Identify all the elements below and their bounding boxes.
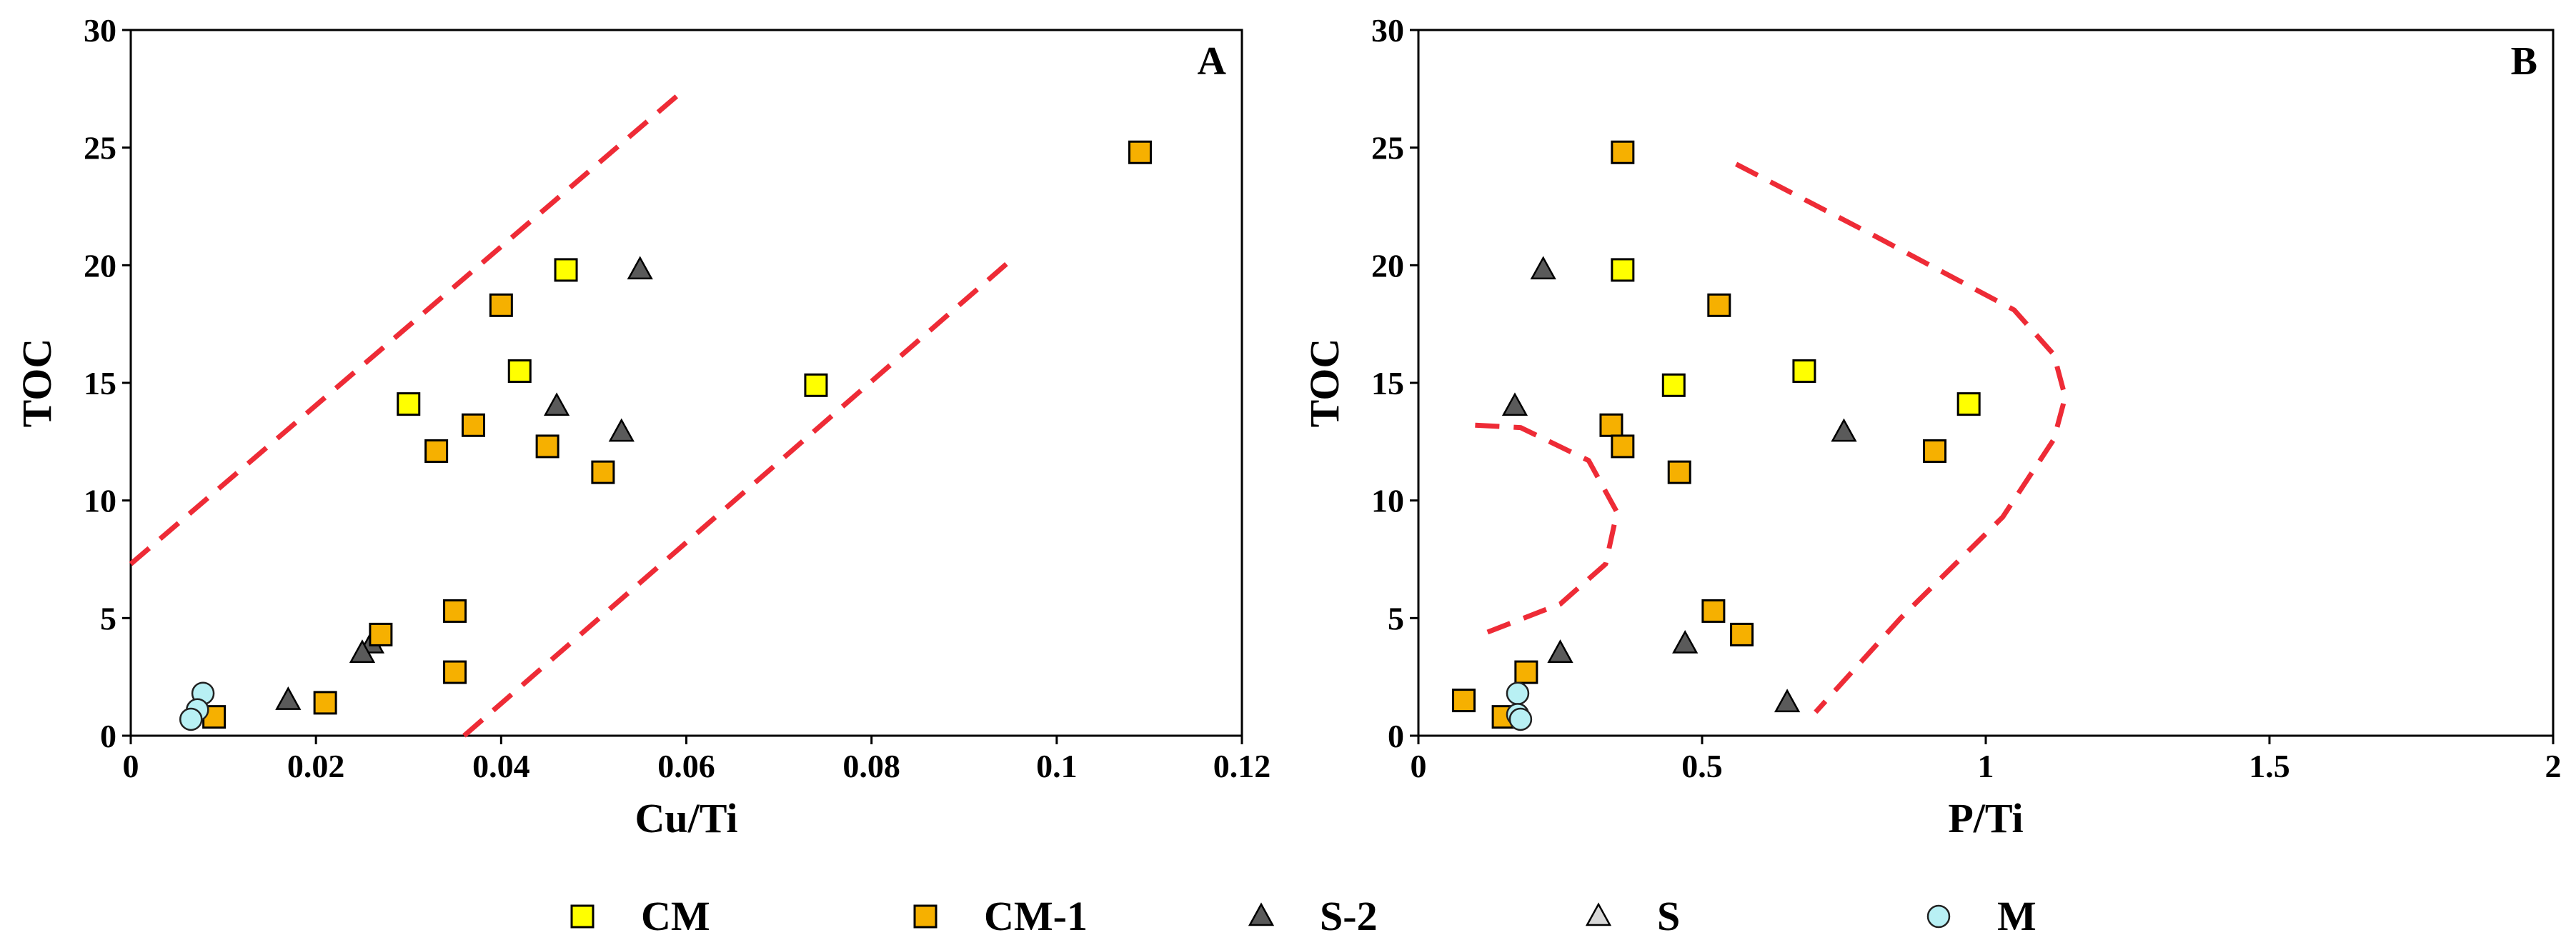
x-tick-label: 0.5 <box>1681 748 1723 784</box>
x-tick-label: 0.1 <box>1036 748 1078 784</box>
point-s-2 <box>1501 392 1528 416</box>
y-tick-label: 5 <box>1388 600 1404 636</box>
point-cm <box>1792 359 1816 384</box>
point-cm-1 <box>443 599 467 623</box>
point-cm-1 <box>1701 599 1726 623</box>
point-cm <box>1956 392 1981 416</box>
plot-frame <box>1417 29 2555 737</box>
point-cm-1 <box>1923 439 1947 464</box>
y-axis-title: TOC <box>14 339 60 428</box>
x-tick-label: 0 <box>123 748 139 784</box>
point-cm-1 <box>313 691 337 715</box>
panel-a: 0 5 10 15 20 25 30 0 0.02 0.04 0.06 0.08 0.1 0.12 Cu/T… <box>14 12 1270 841</box>
legend-marker-m <box>1926 904 1951 929</box>
point-s-2 <box>1530 256 1556 280</box>
y-tick-label: 0 <box>1388 718 1404 754</box>
x-tick-label: 0.04 <box>472 748 530 784</box>
x-axis-title: P/Ti <box>1948 795 2023 841</box>
point-cm <box>1611 258 1635 282</box>
x-tick-label: 0.08 <box>842 748 900 784</box>
panel-b: 0 5 10 15 20 25 30 0 0.5 1 1.5 2 P/Ti TOC B <box>1301 12 2562 841</box>
legend-marker-cm <box>570 904 595 929</box>
point-cm-1 <box>1514 660 1538 684</box>
point-cm-1 <box>1599 413 1623 437</box>
point-cm <box>507 359 532 384</box>
point-cm-1 <box>424 439 449 464</box>
y-tick-label: 10 <box>84 483 116 519</box>
point-cm-1 <box>1667 460 1691 484</box>
plot-frame <box>129 29 1243 737</box>
y-tick-label: 30 <box>84 12 116 49</box>
panel-label: A <box>1198 39 1227 84</box>
point-cm-1 <box>1452 689 1476 713</box>
boundary-curve-1 <box>129 94 679 566</box>
point-m <box>1506 681 1530 705</box>
x-tick-label: 0.02 <box>287 748 345 784</box>
y-tick-label: 25 <box>1371 130 1404 166</box>
point-cm-1 <box>461 413 485 437</box>
point-s-2 <box>349 639 376 663</box>
point-cm <box>1661 373 1686 397</box>
x-tick-label: 1 <box>1978 748 1994 784</box>
point-s-2 <box>627 256 653 280</box>
y-tick-label: 25 <box>84 130 116 166</box>
point-s-2 <box>543 392 570 416</box>
x-tick-label: 0.12 <box>1213 748 1271 784</box>
point-cm <box>397 392 421 416</box>
point-s-2 <box>1831 418 1857 442</box>
boundary-curve-2 <box>462 259 1013 738</box>
legend-marker-s-2 <box>1248 902 1275 926</box>
legend-label-s-2: S-2 <box>1320 893 1378 939</box>
boundary-curve-1 <box>1474 422 1620 639</box>
point-s-2 <box>608 418 635 442</box>
y-tick-label: 30 <box>1371 12 1404 49</box>
legend-label-m: M <box>1997 893 2037 939</box>
legend-marker-s <box>1585 902 1612 926</box>
y-tick-label: 5 <box>100 600 116 636</box>
legend-label-s: S <box>1657 893 1680 939</box>
x-tick-label: 0.06 <box>657 748 715 784</box>
legend-marker-cm-1 <box>913 904 938 929</box>
point-m <box>1508 707 1533 731</box>
point-cm-1 <box>591 460 615 484</box>
point-s-2 <box>275 686 302 710</box>
point-cm-1 <box>1128 140 1152 164</box>
x-tick-label: 1.5 <box>2249 748 2290 784</box>
point-cm-1 <box>489 293 513 317</box>
point-cm <box>554 258 578 282</box>
legend-label-cm-1: CM-1 <box>984 893 1088 939</box>
point-cm <box>804 373 828 397</box>
x-axis-title: Cu/Ti <box>635 795 737 841</box>
panel-label: B <box>2511 39 2537 84</box>
point-cm-1 <box>1707 293 1731 317</box>
point-cm-1 <box>1730 622 1754 646</box>
legend-label-cm: CM <box>641 893 710 939</box>
point-s-2 <box>1547 639 1573 663</box>
y-tick-label: 20 <box>84 247 116 284</box>
point-cm-1 <box>1611 434 1635 459</box>
y-tick-label: 10 <box>1371 483 1404 519</box>
point-cm-1 <box>369 622 393 646</box>
y-axis-title: TOC <box>1301 339 1348 428</box>
y-tick-label: 15 <box>1371 365 1404 401</box>
point-cm-1 <box>535 434 560 459</box>
x-tick-label: 0 <box>1411 748 1427 784</box>
x-tick-label: 2 <box>2545 748 2562 784</box>
point-cm-1 <box>1611 140 1635 164</box>
point-s-2 <box>1774 689 1801 713</box>
y-tick-label: 20 <box>1371 247 1404 284</box>
point-m <box>179 707 203 731</box>
point-s-2 <box>1672 629 1699 654</box>
point-cm-1 <box>443 660 467 684</box>
legend: CM CM-1 S-2 S M <box>570 893 2037 939</box>
y-tick-label: 15 <box>84 365 116 401</box>
y-tick-label: 0 <box>100 718 116 754</box>
boundary-curve-2 <box>1735 161 2068 714</box>
